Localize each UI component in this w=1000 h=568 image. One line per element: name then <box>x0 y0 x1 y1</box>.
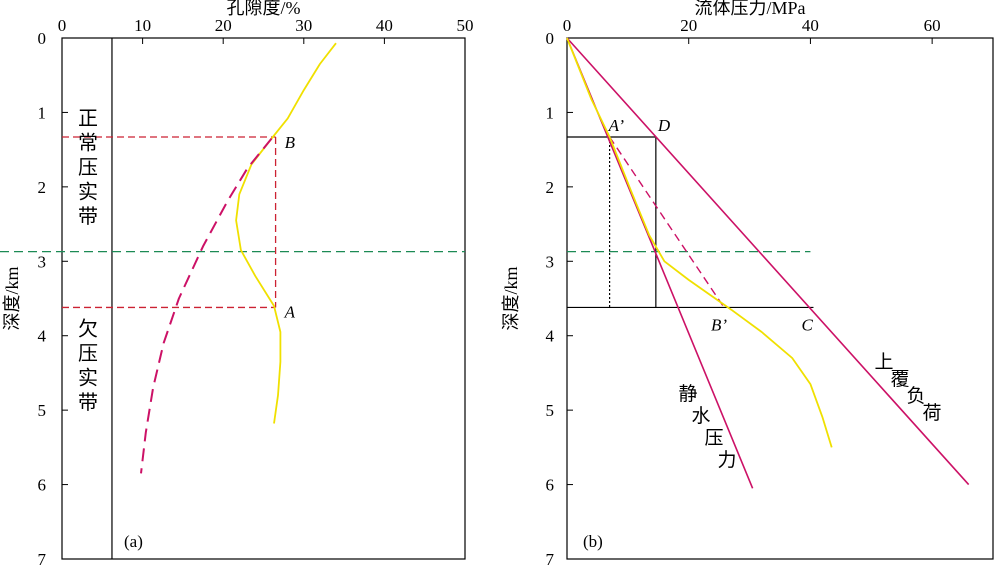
panel-a-normal-trend-curve <box>140 137 273 474</box>
panel-a-zone-char: 带 <box>78 391 98 414</box>
panel-a-x-tick-label: 20 <box>215 16 232 35</box>
panel-b-point-label: A’ <box>608 116 625 135</box>
panel-b-dashed-path <box>609 136 725 308</box>
panel-b-hydrostatic-label-char: 水 <box>691 405 710 427</box>
panel-a-y-tick-label: 3 <box>38 252 47 271</box>
panel-b-fluid-curve <box>566 37 833 448</box>
panel-b-hydrostatic-label-char: 压 <box>704 428 723 449</box>
panel-a-x-ticks: 0 10 20 30 40 50 <box>58 16 474 44</box>
panel-a-x-tick-label: 0 <box>58 16 67 35</box>
panel-a-zone-char: 正 <box>78 108 98 130</box>
panel-b-x-axis-title: 流体压力/MPa <box>694 0 805 18</box>
panel-b-x-tick-label: 40 <box>802 16 819 35</box>
panel-a-y-tick-label: 1 <box>38 103 47 122</box>
panel-b-point-label: B’ <box>711 315 727 334</box>
panel-b-pressure-lines <box>566 37 970 489</box>
panel-b-y-tick-label: 1 <box>546 103 555 122</box>
panel-b-point-label: D <box>657 116 671 135</box>
panel-a-label: (a) <box>124 532 143 551</box>
panel-a-x-axis-title: 孔隙度/% <box>227 0 301 18</box>
panel-a-zone-char: 实 <box>78 367 98 390</box>
panel-a-zone-char: 欠 <box>78 318 98 341</box>
panel-a-y-tick-label: 5 <box>38 401 47 420</box>
panel-a-y-tick-label: 2 <box>38 178 47 197</box>
panel-a-x-tick-label: 50 <box>457 16 474 35</box>
panel-b-fluid-pressure-curve <box>566 37 833 448</box>
panel-b-hydrostatic-label-char: 静 <box>678 383 697 405</box>
panel-a-zone-char: 实 <box>78 181 98 204</box>
panel-b-y-tick-label: 3 <box>546 252 555 271</box>
panel-b-x-tick-label: 20 <box>680 16 697 35</box>
panel-b-y-ticks: 0 1 2 3 4 5 6 7 <box>546 29 573 568</box>
panel-a-x-tick-label: 30 <box>295 16 312 35</box>
panel-b-overburden-label-char: 荷 <box>922 402 941 424</box>
panel-a-zone-char: 压 <box>78 343 98 365</box>
panel-a-zone-char: 压 <box>78 157 98 179</box>
panel-b-overburden-label-char: 覆 <box>890 369 909 390</box>
panel-b-fluid-pressure: 0 20 40 60 0 1 2 3 4 5 6 7 流体压力/MPa 深度/km A’ D B’ C 静… <box>501 0 994 568</box>
panel-b-point-labels: A’ D B’ C <box>608 116 814 334</box>
panel-b-y-tick-label: 7 <box>546 550 555 568</box>
panel-b-overburden-line <box>566 37 970 486</box>
panel-a-point-label: B <box>285 133 296 152</box>
panel-a-plot-border <box>61 37 466 560</box>
panel-a-y-tick-label: 4 <box>38 327 47 346</box>
panel-b-y-tick-label: 0 <box>546 29 555 48</box>
panel-a-zone-char: 带 <box>78 205 98 228</box>
panel-b-x-tick-label: 60 <box>924 16 941 35</box>
panel-b-y-tick-label: 6 <box>546 476 555 495</box>
panel-a-series <box>140 42 337 474</box>
panel-b-y-tick-label: 5 <box>546 401 555 420</box>
panel-b-x-ticks: 0 20 40 60 <box>563 16 941 44</box>
panel-a-x-tick-label: 40 <box>376 16 393 35</box>
panel-b-y-tick-label: 4 <box>546 327 555 346</box>
panel-a-guide-lines <box>0 136 465 309</box>
panel-b-overburden-label-char: 负 <box>906 385 925 407</box>
panel-a-porosity-curve <box>235 42 337 424</box>
panel-b-plot-border <box>566 37 994 560</box>
panel-b-overburden-label-char: 上 <box>874 351 893 373</box>
panel-a-x-tick-label: 10 <box>134 16 151 35</box>
panel-a-y-axis-title: 深度/km <box>2 266 22 330</box>
panel-a-y-tick-label: 7 <box>38 550 47 568</box>
panel-b-point-label: C <box>801 315 813 334</box>
panel-b-y-tick-label: 2 <box>546 178 555 197</box>
panel-b-label: (b) <box>583 532 603 551</box>
panel-b-frame <box>566 37 994 560</box>
panel-a-zone-char: 常 <box>78 132 98 155</box>
panel-a-y-tick-label: 0 <box>38 29 47 48</box>
panel-a-point-labels: BA <box>284 133 296 321</box>
panel-a-y-tick-label: 6 <box>38 476 47 495</box>
panel-a-point-label: A <box>284 302 296 321</box>
panel-b-guide-lines <box>567 136 814 309</box>
panel-a-y-ticks: 0 1 2 3 4 5 6 7 <box>38 29 68 568</box>
panel-b-x-tick-label: 0 <box>563 16 572 35</box>
panel-b-y-axis-title: 深度/km <box>501 266 521 330</box>
panel-a-frame <box>61 37 466 560</box>
panel-b-hydrostatic-label-char: 力 <box>717 449 736 471</box>
